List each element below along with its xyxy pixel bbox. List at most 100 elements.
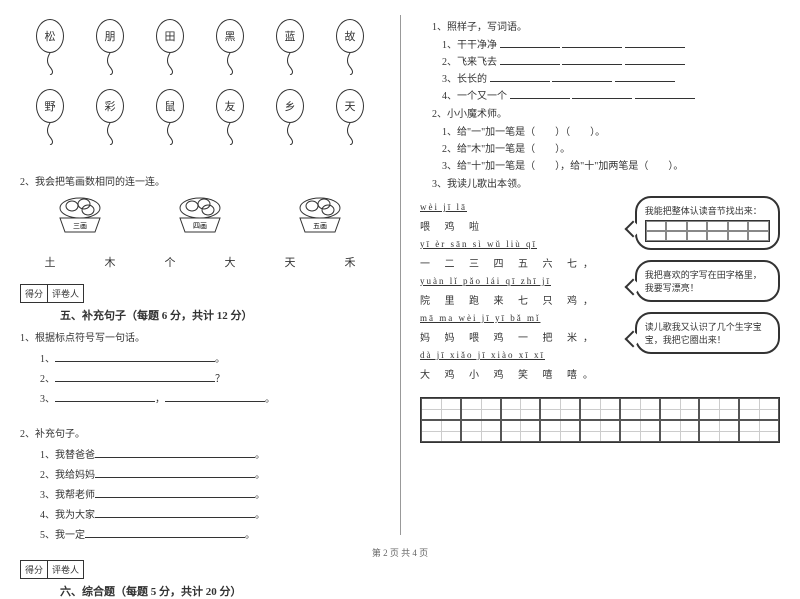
- poem-right: 我能把整体认读音节找出来： 我把喜欢的字写在田字格里，我要写漂亮！ 读儿歌我又认…: [629, 196, 780, 387]
- balloon-row-2: 野 彩 鼠 友 乡 天: [20, 85, 380, 127]
- underline[interactable]: [55, 391, 155, 402]
- balloon-string-icon: [105, 123, 115, 145]
- blank-line: 1、。: [40, 350, 380, 365]
- underline[interactable]: [490, 71, 550, 82]
- underline[interactable]: [562, 37, 622, 48]
- balloon: 鼠: [155, 85, 185, 127]
- blank-line: 3、，。: [40, 390, 380, 405]
- balloon: 故: [335, 15, 365, 57]
- q5-1-label: 1、根据标点符号写一句话。: [20, 329, 380, 344]
- balloon: 天: [335, 85, 365, 127]
- svg-text:三画: 三画: [73, 222, 87, 230]
- balloon: 朋: [95, 15, 125, 57]
- char-item: 木: [105, 254, 116, 270]
- balloon: 乡: [275, 85, 305, 127]
- underline[interactable]: [85, 527, 245, 538]
- underline[interactable]: [625, 37, 685, 48]
- balloon-char: 鼠: [156, 89, 184, 123]
- r-q2-2: 2、给"木"加一笔是（ ）。: [442, 140, 780, 155]
- balloon-char: 蓝: [276, 19, 304, 53]
- r-q3-label: 3、我读儿歌出本领。: [432, 175, 780, 190]
- balloon: 野: [35, 85, 65, 127]
- underline[interactable]: [55, 371, 215, 382]
- underline[interactable]: [95, 487, 255, 498]
- mini-grid[interactable]: [645, 220, 770, 242]
- fill-line: 1、我替爸爸。: [40, 446, 380, 461]
- reviewer-label: 评卷人: [48, 285, 83, 302]
- underline[interactable]: [572, 88, 632, 99]
- basket-icon: 五画: [290, 196, 350, 236]
- balloon-string-icon: [165, 123, 175, 145]
- pinyin-line: mā ma wèi jī yī bǎ mǐ: [420, 313, 629, 323]
- r-q1-label: 1、照样子，写词语。: [432, 18, 780, 33]
- balloon-string-icon: [225, 123, 235, 145]
- tianzi-grid[interactable]: [420, 397, 780, 443]
- score-box: 得分 评卷人: [20, 560, 84, 579]
- balloon-char: 乡: [276, 89, 304, 123]
- fill-line: 2、我给妈妈。: [40, 466, 380, 481]
- balloon-char: 黑: [216, 19, 244, 53]
- speech-bubble-3: 读儿歌我又认识了几个生字宝宝，我把它圈出来！: [635, 312, 780, 354]
- balloon-string-icon: [105, 53, 115, 75]
- q5-2-label: 2、补充句子。: [20, 425, 380, 440]
- underline[interactable]: [55, 351, 215, 362]
- balloon-string-icon: [45, 53, 55, 75]
- underline[interactable]: [500, 37, 560, 48]
- underline[interactable]: [95, 507, 255, 518]
- pinyin-line: yī èr sān sì wǔ liù qī: [420, 239, 629, 249]
- balloon-string-icon: [345, 123, 355, 145]
- balloon-char: 松: [36, 19, 64, 53]
- fill-line: 4、我为大家。: [40, 506, 380, 521]
- balloon-row-1: 松 朋 田 黑 蓝 故: [20, 15, 380, 57]
- r-q2-label: 2、小小魔术师。: [432, 105, 780, 120]
- underline[interactable]: [552, 71, 612, 82]
- underline[interactable]: [562, 54, 622, 65]
- char-item: 天: [285, 254, 296, 270]
- balloon-char: 朋: [96, 19, 124, 53]
- r-q1-2: 2、飞来飞去: [442, 53, 780, 68]
- r-q1-1: 1、干干净净: [442, 36, 780, 51]
- underline[interactable]: [635, 88, 695, 99]
- blank-line: 2、？: [40, 370, 380, 385]
- balloon-string-icon: [285, 53, 295, 75]
- hanzi-line: 院 里 跑 来 七 只 鸡，: [420, 292, 629, 307]
- poem-left: wèi jī lā 喂 鸡 啦 yī èr sān sì wǔ liù qī 一…: [420, 196, 629, 387]
- balloon-string-icon: [225, 53, 235, 75]
- underline[interactable]: [500, 54, 560, 65]
- underline[interactable]: [165, 391, 265, 402]
- r-q1-3: 3、长长的: [442, 70, 780, 85]
- basket-icon: 四画: [170, 196, 230, 236]
- balloon-string-icon: [165, 53, 175, 75]
- char-row: 土 木 个 大 天 禾: [20, 254, 380, 270]
- balloon: 蓝: [275, 15, 305, 57]
- underline[interactable]: [95, 447, 255, 458]
- balloon: 友: [215, 85, 245, 127]
- svg-text:四画: 四画: [193, 222, 207, 230]
- underline[interactable]: [615, 71, 675, 82]
- basket-row: 三画 四画 五画: [20, 196, 380, 236]
- pinyin-line: wèi jī lā: [420, 202, 629, 212]
- r-q2-1: 1、给"一"加一笔是（ ）（ ）。: [442, 123, 780, 138]
- balloon-string-icon: [285, 123, 295, 145]
- balloon-char: 故: [336, 19, 364, 53]
- score-label: 得分: [21, 285, 48, 302]
- r-q1-4: 4、一个又一个: [442, 87, 780, 102]
- r-q2-3: 3、给"十"加一笔是（ ），给"十"加两笔是（ ）。: [442, 157, 780, 172]
- fill-line: 3、我帮老师。: [40, 486, 380, 501]
- hanzi-line: 一 二 三 四 五 六 七，: [420, 255, 629, 270]
- balloon-string-icon: [345, 53, 355, 75]
- underline[interactable]: [510, 88, 570, 99]
- fill-line: 5、我一定。: [40, 526, 380, 541]
- balloon: 彩: [95, 85, 125, 127]
- underline[interactable]: [95, 467, 255, 478]
- balloon-string-icon: [45, 123, 55, 145]
- speech-bubble-2: 我把喜欢的字写在田字格里，我要写漂亮！: [635, 260, 780, 302]
- balloon: 黑: [215, 15, 245, 57]
- char-item: 土: [45, 254, 56, 270]
- speech-bubble-1: 我能把整体认读音节找出来：: [635, 196, 780, 250]
- question-2-label: 2、我会把笔画数相同的连一连。: [20, 173, 380, 188]
- hanzi-line: 妈 妈 喂 鸡 一 把 米，: [420, 329, 629, 344]
- underline[interactable]: [625, 54, 685, 65]
- balloon-char: 田: [156, 19, 184, 53]
- poem-area: wèi jī lā 喂 鸡 啦 yī èr sān sì wǔ liù qī 一…: [420, 196, 780, 387]
